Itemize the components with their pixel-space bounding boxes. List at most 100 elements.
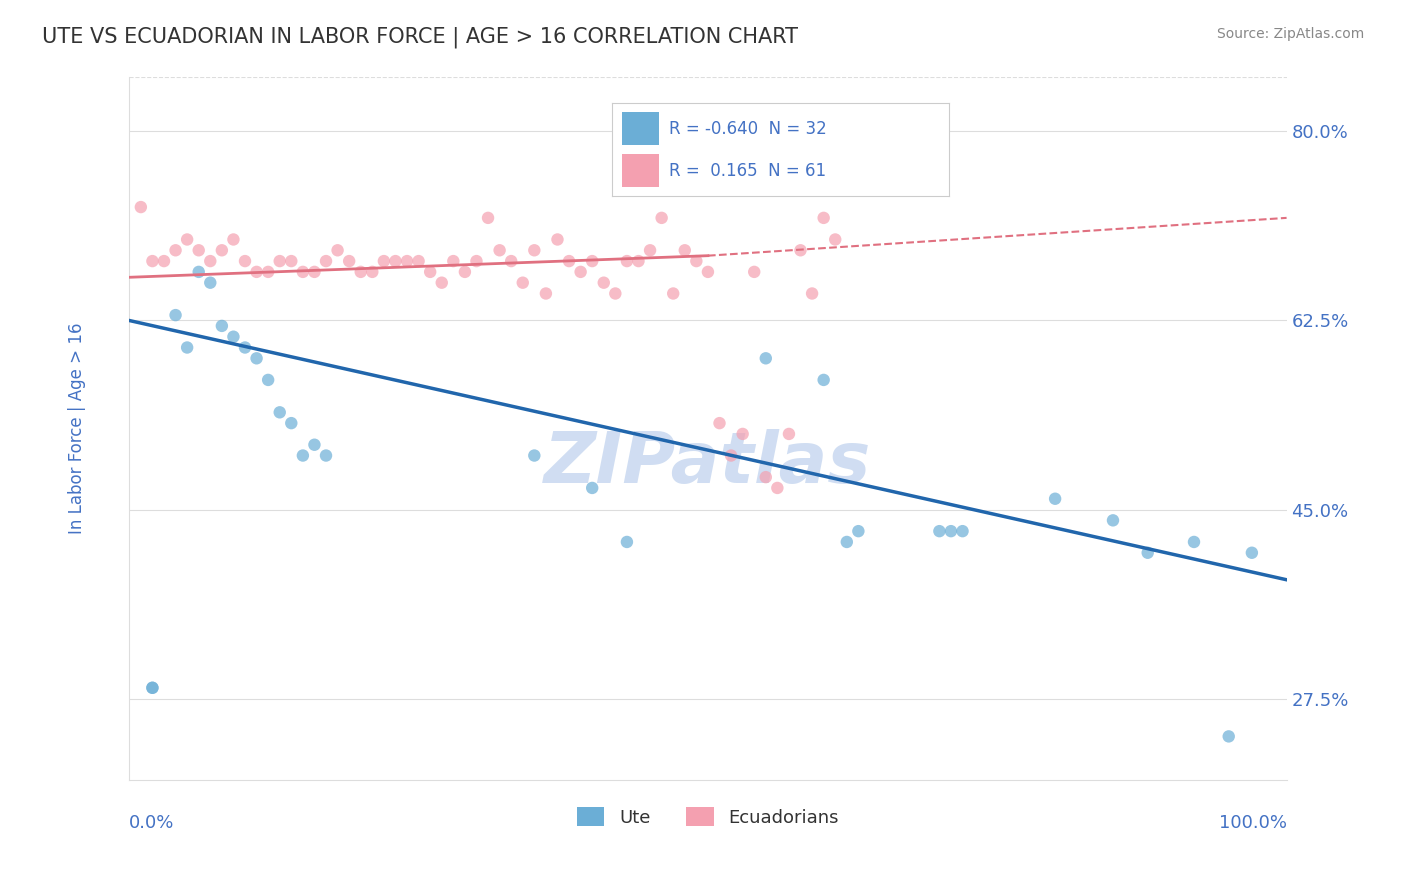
Point — [430, 276, 453, 290]
Point — [419, 265, 441, 279]
Point — [627, 254, 650, 268]
Point — [766, 481, 789, 495]
Point — [685, 254, 707, 268]
Point — [592, 276, 614, 290]
Point — [141, 254, 163, 268]
Point — [233, 254, 256, 268]
Text: 100.0%: 100.0% — [1219, 814, 1286, 832]
Point — [813, 211, 835, 225]
Point — [315, 254, 337, 268]
Point — [211, 318, 233, 333]
Point — [326, 244, 349, 258]
Point — [813, 373, 835, 387]
Point — [269, 405, 291, 419]
Point — [454, 265, 477, 279]
Point — [129, 200, 152, 214]
Point — [395, 254, 418, 268]
Legend: Ute, Ecuadorians: Ute, Ecuadorians — [571, 800, 845, 834]
Point — [141, 681, 163, 695]
Point — [465, 254, 488, 268]
Point — [222, 329, 245, 343]
Point — [315, 449, 337, 463]
Point — [1136, 546, 1159, 560]
Point — [222, 232, 245, 246]
Point — [848, 524, 870, 538]
Point — [939, 524, 962, 538]
Point — [534, 286, 557, 301]
Point — [233, 341, 256, 355]
Point — [269, 254, 291, 268]
Point — [512, 276, 534, 290]
Point — [200, 276, 222, 290]
Point — [165, 308, 187, 322]
Point — [1102, 513, 1125, 527]
FancyBboxPatch shape — [621, 154, 659, 187]
Point — [824, 232, 846, 246]
Point — [523, 449, 546, 463]
Point — [245, 265, 267, 279]
Point — [662, 286, 685, 301]
Point — [720, 449, 742, 463]
Point — [141, 681, 163, 695]
Point — [361, 265, 384, 279]
Point — [523, 244, 546, 258]
Point — [200, 254, 222, 268]
Point — [638, 244, 661, 258]
Point — [291, 449, 314, 463]
Point — [789, 244, 811, 258]
Text: Source: ZipAtlas.com: Source: ZipAtlas.com — [1216, 27, 1364, 41]
Point — [373, 254, 395, 268]
Point — [616, 254, 638, 268]
Point — [581, 254, 603, 268]
Point — [187, 265, 209, 279]
Point — [304, 265, 326, 279]
Point — [280, 416, 302, 430]
Point — [187, 244, 209, 258]
FancyBboxPatch shape — [621, 112, 659, 145]
Point — [546, 232, 568, 246]
Point — [742, 265, 765, 279]
Text: 0.0%: 0.0% — [129, 814, 174, 832]
Point — [337, 254, 360, 268]
Point — [245, 351, 267, 366]
Point — [153, 254, 176, 268]
Point — [291, 265, 314, 279]
Point — [1043, 491, 1066, 506]
Point — [1240, 546, 1263, 560]
Point — [778, 426, 800, 441]
Point — [558, 254, 581, 268]
Point — [731, 426, 754, 441]
Point — [257, 265, 280, 279]
Point — [605, 286, 627, 301]
Text: ZIPatlas: ZIPatlas — [544, 429, 872, 498]
Point — [1218, 730, 1240, 744]
Text: R = -0.640  N = 32: R = -0.640 N = 32 — [669, 120, 827, 137]
Point — [755, 470, 778, 484]
Point — [257, 373, 280, 387]
Point — [280, 254, 302, 268]
Point — [697, 265, 720, 279]
Point — [384, 254, 406, 268]
Point — [176, 232, 198, 246]
Text: R =  0.165  N = 61: R = 0.165 N = 61 — [669, 162, 827, 180]
Point — [350, 265, 373, 279]
Point — [488, 244, 510, 258]
Point — [501, 254, 523, 268]
Point — [755, 351, 778, 366]
Point — [673, 244, 696, 258]
Point — [441, 254, 464, 268]
Point — [176, 341, 198, 355]
Point — [408, 254, 430, 268]
Point — [616, 535, 638, 549]
Point — [211, 244, 233, 258]
Point — [165, 244, 187, 258]
Text: UTE VS ECUADORIAN IN LABOR FORCE | AGE > 16 CORRELATION CHART: UTE VS ECUADORIAN IN LABOR FORCE | AGE >… — [42, 27, 799, 48]
Point — [477, 211, 499, 225]
Text: In Labor Force | Age > 16: In Labor Force | Age > 16 — [69, 323, 86, 534]
Point — [304, 438, 326, 452]
Point — [1182, 535, 1205, 549]
Point — [835, 535, 858, 549]
Point — [801, 286, 824, 301]
Point — [928, 524, 950, 538]
Point — [709, 416, 731, 430]
